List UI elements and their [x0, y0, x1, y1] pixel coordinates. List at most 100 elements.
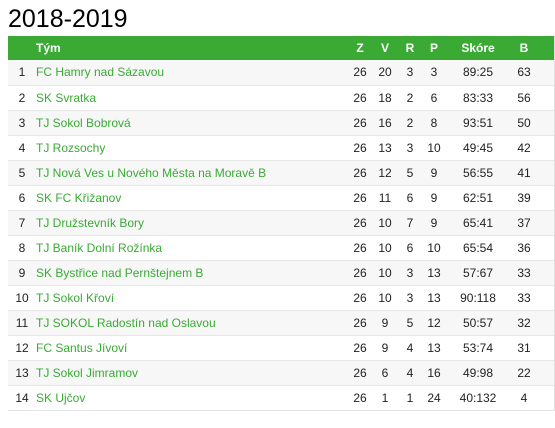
played-cell: 26 — [353, 165, 367, 180]
row-spacer — [538, 360, 555, 385]
league-standings-table: Tým Z V R P Skóre B 1 FC Hamry nad Sázavo… — [8, 36, 555, 411]
rank-cell: 9 — [18, 265, 26, 280]
table-row: 13 TJ Sokol Jimramov 26 6 4 16 49:98 22 — [8, 360, 555, 385]
played-cell: 26 — [353, 390, 367, 405]
draws-cell: 5 — [406, 315, 414, 330]
points-cell: 63 — [517, 65, 531, 80]
score-cell: 40:132 — [459, 390, 497, 405]
score-cell: 83:33 — [462, 90, 494, 105]
rank-cell: 3 — [18, 115, 26, 130]
team-cell: TJ Rozsochy — [36, 135, 348, 160]
team-link[interactable]: SK Bystřice nad Pernštejnem B — [36, 265, 204, 280]
table-row: 10 TJ Sokol Křoví 26 10 3 13 90:118 33 — [8, 285, 555, 310]
wins-cell: 10 — [378, 240, 392, 255]
header-score[interactable]: Skóre — [461, 41, 495, 55]
team-link[interactable]: TJ SOKOL Radostín nad Oslavou — [36, 315, 216, 330]
header-points[interactable]: B — [519, 41, 529, 55]
losses-cell: 10 — [427, 240, 441, 255]
row-spacer — [538, 285, 555, 310]
score-cell: 93:51 — [462, 115, 494, 130]
team-cell: TJ Sokol Bobrová — [36, 110, 348, 135]
team-cell: TJ Baník Dolní Rožínka — [36, 235, 348, 260]
losses-cell: 8 — [430, 115, 438, 130]
team-link[interactable]: SK FC Křižanov — [36, 190, 122, 205]
points-cell: 32 — [517, 315, 531, 330]
team-link[interactable]: SK Svratka — [36, 90, 97, 105]
played-cell: 26 — [353, 290, 367, 305]
losses-cell: 24 — [427, 390, 441, 405]
team-link[interactable]: TJ Sokol Jimramov — [36, 365, 139, 380]
row-spacer — [538, 85, 555, 110]
row-spacer — [538, 60, 555, 85]
wins-cell: 9 — [381, 340, 389, 355]
team-link[interactable]: TJ Nová Ves u Nového Města na Moravě B — [36, 165, 267, 180]
team-cell: FC Hamry nad Sázavou — [36, 60, 348, 85]
losses-cell: 9 — [430, 190, 438, 205]
played-cell: 26 — [353, 140, 367, 155]
team-link[interactable]: SK Ujčov — [36, 390, 86, 405]
team-link[interactable]: TJ Rozsochy — [36, 140, 106, 155]
team-cell: TJ Družstevník Bory — [36, 210, 348, 235]
row-spacer — [538, 385, 555, 410]
draws-cell: 2 — [406, 90, 414, 105]
draws-cell: 6 — [406, 190, 414, 205]
team-cell: SK Bystřice nad Pernštejnem B — [36, 260, 348, 285]
team-cell: TJ Sokol Křoví — [36, 285, 348, 310]
table-row: 6 SK FC Křižanov 26 11 6 9 62:51 39 — [8, 185, 555, 210]
team-link[interactable]: TJ Družstevník Bory — [36, 215, 145, 230]
header-wins[interactable]: V — [380, 41, 389, 55]
team-link[interactable]: TJ Sokol Křoví — [36, 290, 115, 305]
score-cell: 50:57 — [462, 315, 494, 330]
rank-cell: 13 — [15, 365, 29, 380]
team-link[interactable]: TJ Baník Dolní Rožínka — [36, 240, 163, 255]
played-cell: 26 — [353, 90, 367, 105]
played-cell: 26 — [353, 340, 367, 355]
wins-cell: 10 — [378, 265, 392, 280]
team-link[interactable]: TJ Sokol Bobrová — [36, 115, 131, 130]
team-cell: TJ Sokol Jimramov — [36, 360, 348, 385]
score-cell: 56:55 — [462, 165, 494, 180]
team-cell: TJ SOKOL Radostín nad Oslavou — [36, 310, 348, 335]
played-cell: 26 — [353, 315, 367, 330]
rank-cell: 5 — [18, 165, 26, 180]
team-link[interactable]: FC Santus Jívoví — [36, 340, 128, 355]
losses-cell: 9 — [430, 165, 438, 180]
row-spacer — [538, 135, 555, 160]
draws-cell: 2 — [406, 115, 414, 130]
played-cell: 26 — [353, 265, 367, 280]
wins-cell: 16 — [378, 115, 392, 130]
losses-cell: 10 — [427, 140, 441, 155]
team-link[interactable]: FC Hamry nad Sázavou — [36, 65, 165, 80]
row-spacer — [538, 110, 555, 135]
score-cell: 90:118 — [460, 290, 496, 305]
rank-cell: 8 — [18, 240, 26, 255]
row-spacer — [538, 185, 555, 210]
rank-cell: 12 — [15, 340, 29, 355]
score-cell: 57:67 — [462, 265, 494, 280]
played-cell: 26 — [353, 65, 367, 80]
table-row: 4 TJ Rozsochy 26 13 3 10 49:45 42 — [8, 135, 555, 160]
rank-cell: 14 — [15, 390, 29, 405]
row-spacer — [538, 160, 555, 185]
season-title: 2018-2019 — [8, 5, 128, 33]
row-spacer — [538, 210, 555, 235]
losses-cell: 6 — [430, 90, 438, 105]
points-cell: 33 — [517, 290, 531, 305]
table-row: 8 TJ Baník Dolní Rožínka 26 10 6 10 65:54 36 — [8, 235, 555, 260]
header-losses[interactable]: P — [429, 41, 438, 55]
draws-cell: 3 — [406, 290, 414, 305]
losses-cell: 13 — [427, 340, 441, 355]
losses-cell: 3 — [430, 65, 438, 80]
header-draws[interactable]: R — [405, 41, 415, 55]
points-cell: 39 — [517, 190, 531, 205]
header-team[interactable]: Tým — [36, 41, 61, 55]
draws-cell: 5 — [406, 165, 414, 180]
played-cell: 26 — [353, 115, 367, 130]
table-row: 14 SK Ujčov 26 1 1 24 40:132 4 — [8, 385, 555, 410]
score-cell: 65:54 — [462, 240, 494, 255]
losses-cell: 12 — [427, 315, 441, 330]
header-played[interactable]: Z — [356, 41, 364, 55]
row-spacer — [538, 235, 555, 260]
rank-cell: 10 — [15, 290, 29, 305]
losses-cell: 13 — [427, 265, 441, 280]
